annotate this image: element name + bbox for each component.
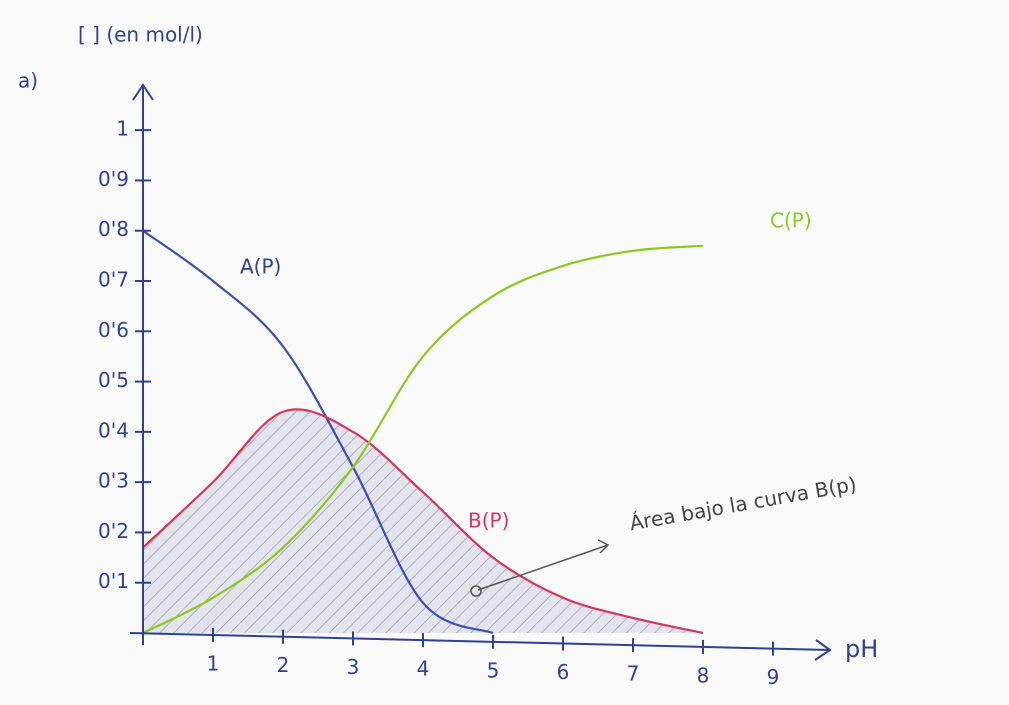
annotation-dot [470, 585, 482, 597]
annotation: Área bajo la curva B(p) [628, 472, 859, 536]
y-tick-label: 0'2 [98, 519, 129, 543]
x-axis-arrow [814, 639, 832, 661]
y-tick-label: 0'9 [98, 167, 129, 191]
annotation-arrow [477, 544, 609, 591]
shaded-area [143, 409, 703, 633]
y-tick-label: 0'6 [98, 318, 129, 342]
x-tick-label: 5 [487, 658, 500, 682]
line [142, 244, 704, 634]
panel-label: a) [18, 69, 38, 93]
x-tick-label: 2 [277, 653, 290, 677]
y-axis-arrow [132, 83, 154, 101]
x-tick-label: 3 [347, 655, 360, 679]
x-axis [129, 632, 831, 651]
plot-area [142, 229, 704, 635]
y-tick-label: 0'8 [98, 217, 129, 241]
series-label: A(P) [240, 255, 281, 279]
y-tick-label: 0'4 [98, 418, 129, 442]
y-tick-label: 0'7 [98, 268, 129, 292]
x-tick-label: 6 [557, 660, 570, 684]
x-tick-label: 8 [697, 663, 710, 687]
x-tick-label: 7 [627, 662, 640, 686]
y-tick-label: 0'3 [98, 469, 129, 493]
annotation-arrowhead [597, 539, 610, 554]
line [142, 408, 704, 635]
series-label: C(P) [770, 209, 812, 233]
x-tick-label: 9 [767, 665, 780, 689]
x-tick-label: 4 [417, 657, 430, 681]
y-tick-label: 0'1 [98, 569, 129, 593]
x-tick-label: 1 [207, 652, 220, 676]
series-label: B(P) [468, 509, 509, 533]
y-axis-label: [ ] (en mol/l) [78, 23, 203, 47]
y-tick-label: 0'5 [98, 368, 129, 392]
y-tick-label: 1 [116, 117, 129, 141]
x-axis-label: pH [845, 635, 878, 663]
